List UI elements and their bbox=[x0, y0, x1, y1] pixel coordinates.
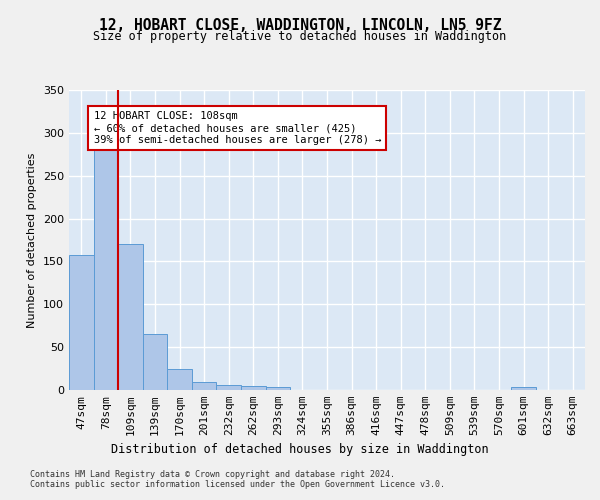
Bar bbox=[217, 385, 241, 390]
Bar bbox=[94, 146, 118, 390]
Bar bbox=[511, 386, 536, 390]
Bar bbox=[118, 244, 143, 390]
Text: Size of property relative to detached houses in Waddington: Size of property relative to detached ho… bbox=[94, 30, 506, 43]
Bar bbox=[192, 382, 217, 390]
Text: 12 HOBART CLOSE: 108sqm
← 60% of detached houses are smaller (425)
39% of semi-d: 12 HOBART CLOSE: 108sqm ← 60% of detache… bbox=[94, 112, 381, 144]
Text: Contains HM Land Registry data © Crown copyright and database right 2024.
Contai: Contains HM Land Registry data © Crown c… bbox=[30, 470, 445, 490]
Bar bbox=[143, 334, 167, 390]
Y-axis label: Number of detached properties: Number of detached properties bbox=[28, 152, 37, 328]
Bar bbox=[69, 256, 94, 390]
Text: 12, HOBART CLOSE, WADDINGTON, LINCOLN, LN5 9FZ: 12, HOBART CLOSE, WADDINGTON, LINCOLN, L… bbox=[99, 18, 501, 32]
Bar bbox=[167, 368, 192, 390]
Bar bbox=[266, 386, 290, 390]
Text: Distribution of detached houses by size in Waddington: Distribution of detached houses by size … bbox=[111, 442, 489, 456]
Bar bbox=[241, 386, 266, 390]
